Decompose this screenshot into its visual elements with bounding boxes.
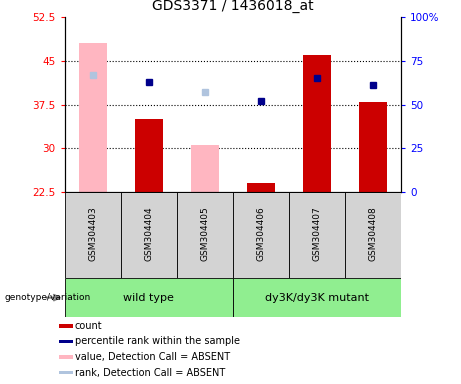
Bar [247, 183, 275, 192]
Title: GDS3371 / 1436018_at: GDS3371 / 1436018_at [152, 0, 313, 13]
Bar [345, 192, 401, 278]
Text: GSM304406: GSM304406 [256, 206, 266, 261]
Text: count: count [75, 321, 103, 331]
Text: GSM304405: GSM304405 [200, 206, 209, 261]
Bar [65, 192, 121, 278]
Bar [177, 192, 233, 278]
Bar [65, 278, 233, 317]
Text: genotype/variation: genotype/variation [5, 293, 91, 302]
Text: value, Detection Call = ABSENT: value, Detection Call = ABSENT [75, 352, 230, 362]
Bar [59, 324, 73, 328]
Text: dy3K/dy3K mutant: dy3K/dy3K mutant [265, 293, 369, 303]
Bar [289, 192, 345, 278]
Text: rank, Detection Call = ABSENT: rank, Detection Call = ABSENT [75, 368, 225, 378]
Bar [78, 43, 106, 192]
Text: GSM304403: GSM304403 [88, 206, 97, 261]
Bar [303, 55, 331, 192]
Text: wild type: wild type [123, 293, 174, 303]
Text: GSM304404: GSM304404 [144, 206, 153, 261]
Bar [233, 278, 401, 317]
Text: GSM304407: GSM304407 [313, 206, 321, 261]
Bar [233, 192, 289, 278]
Bar [135, 119, 163, 192]
Text: GSM304408: GSM304408 [368, 206, 378, 261]
Bar [121, 192, 177, 278]
Bar [191, 146, 219, 192]
Bar [59, 371, 73, 374]
Bar [59, 355, 73, 359]
Bar [359, 102, 387, 192]
Text: percentile rank within the sample: percentile rank within the sample [75, 336, 240, 346]
Bar [59, 340, 73, 343]
